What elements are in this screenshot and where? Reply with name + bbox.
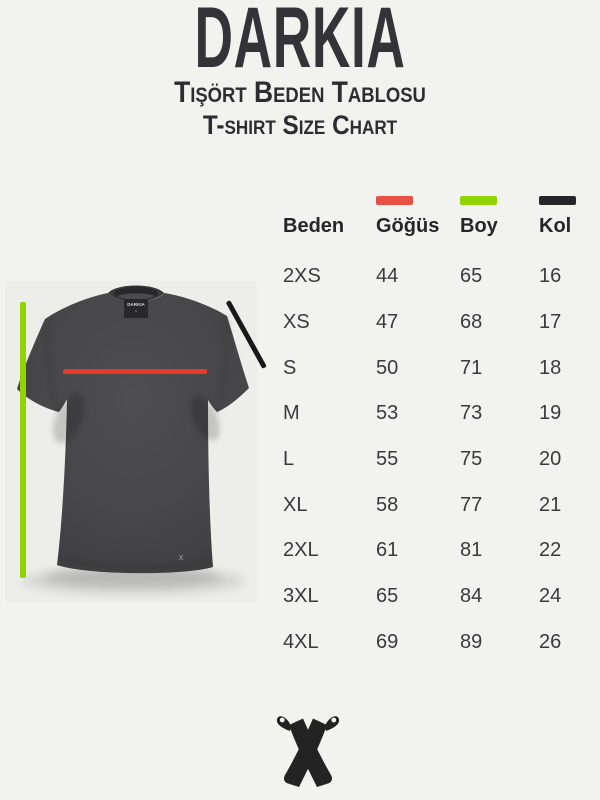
length-cell: 75 xyxy=(460,448,483,471)
chest-cell: 65 xyxy=(376,585,399,608)
col-header-sleeve: Kol xyxy=(539,214,572,237)
length-cell: 81 xyxy=(460,539,483,562)
chest-cell: 69 xyxy=(376,630,399,653)
table-header-row: Beden Göğüs Boy Kol xyxy=(283,213,595,239)
sleeve-cell: 17 xyxy=(539,311,562,334)
tshirt-photo: DARKIA x · · · x xyxy=(5,281,257,603)
length-color-bar xyxy=(460,196,497,205)
sleeve-cell: 24 xyxy=(539,585,562,608)
table-row: L 55 75 20 xyxy=(283,437,595,483)
col-header-chest: Göğüs xyxy=(376,214,440,237)
size-cell: M xyxy=(283,402,300,425)
chest-cell: 58 xyxy=(376,493,399,516)
svg-text:· · ·: · · · xyxy=(134,314,139,318)
table-row: 2XS 44 65 16 xyxy=(283,254,595,300)
collar-label-text: DARKIA xyxy=(127,302,145,307)
chest-cell: 50 xyxy=(376,356,399,379)
table-row: 4XL 69 89 26 xyxy=(283,620,595,666)
sleeve-cell: 18 xyxy=(539,356,562,379)
size-cell: S xyxy=(283,356,297,379)
chest-cell: 44 xyxy=(376,265,399,288)
chest-cell: 61 xyxy=(376,539,399,562)
size-cell: XS xyxy=(283,311,310,334)
col-header-length: Boy xyxy=(460,214,498,237)
table-row: S 50 71 18 xyxy=(283,345,595,391)
length-cell: 77 xyxy=(460,493,483,516)
length-cell: 89 xyxy=(460,630,483,653)
chest-color-bar xyxy=(376,196,413,205)
sleeve-cell: 22 xyxy=(539,539,562,562)
table-row: XS 47 68 17 xyxy=(283,300,595,346)
sleeve-cell: 19 xyxy=(539,402,562,425)
size-cell: XL xyxy=(283,493,308,516)
size-cell: 3XL xyxy=(283,585,319,608)
table-row: M 53 73 19 xyxy=(283,391,595,437)
chest-cell: 47 xyxy=(376,311,399,334)
sleeve-cell: 16 xyxy=(539,265,562,288)
size-cell: 2XS xyxy=(283,265,321,288)
chest-cell: 53 xyxy=(376,402,399,425)
length-cell: 84 xyxy=(460,585,483,608)
col-header-size: Beden xyxy=(283,214,345,237)
tshirt-illustration: DARKIA x · · · x xyxy=(5,281,257,603)
size-table: 2XS 44 65 16 XS 47 68 17 S 50 71 18 M 53… xyxy=(283,254,595,665)
sleeve-color-bar xyxy=(539,196,576,205)
hem-logo-mark: x xyxy=(179,552,184,562)
chest-cell: 55 xyxy=(376,448,399,471)
size-cell: 2XL xyxy=(283,539,319,562)
table-row: 2XL 61 81 22 xyxy=(283,528,595,574)
crossed-pickaxes-x-logo xyxy=(275,711,341,796)
length-measure-line xyxy=(20,302,26,578)
pickaxe-x-icon xyxy=(276,716,340,787)
length-cell: 65 xyxy=(460,265,483,288)
table-row: XL 58 77 21 xyxy=(283,482,595,528)
collar xyxy=(108,285,164,302)
subtitle-english: T-shirt Size Chart xyxy=(202,110,398,140)
sleeve-cell: 21 xyxy=(539,493,562,516)
size-cell: L xyxy=(283,448,295,471)
legend-color-bars xyxy=(283,196,595,205)
table-row: 3XL 65 84 24 xyxy=(283,574,595,620)
collar-size-mark: x xyxy=(135,308,137,313)
sleeve-cell: 20 xyxy=(539,448,562,471)
length-cell: 71 xyxy=(460,356,483,379)
subtitle-turkish: Tişört Beden Tablosu xyxy=(174,76,426,109)
length-cell: 68 xyxy=(460,311,483,334)
length-cell: 73 xyxy=(460,402,483,425)
sleeve-cell: 26 xyxy=(539,630,562,653)
brand-title: DARKIA xyxy=(194,0,406,86)
size-cell: 4XL xyxy=(283,630,319,653)
collar-label: DARKIA x · · · xyxy=(124,299,148,318)
tshirt-body xyxy=(17,293,249,574)
chest-measure-line xyxy=(63,369,207,374)
